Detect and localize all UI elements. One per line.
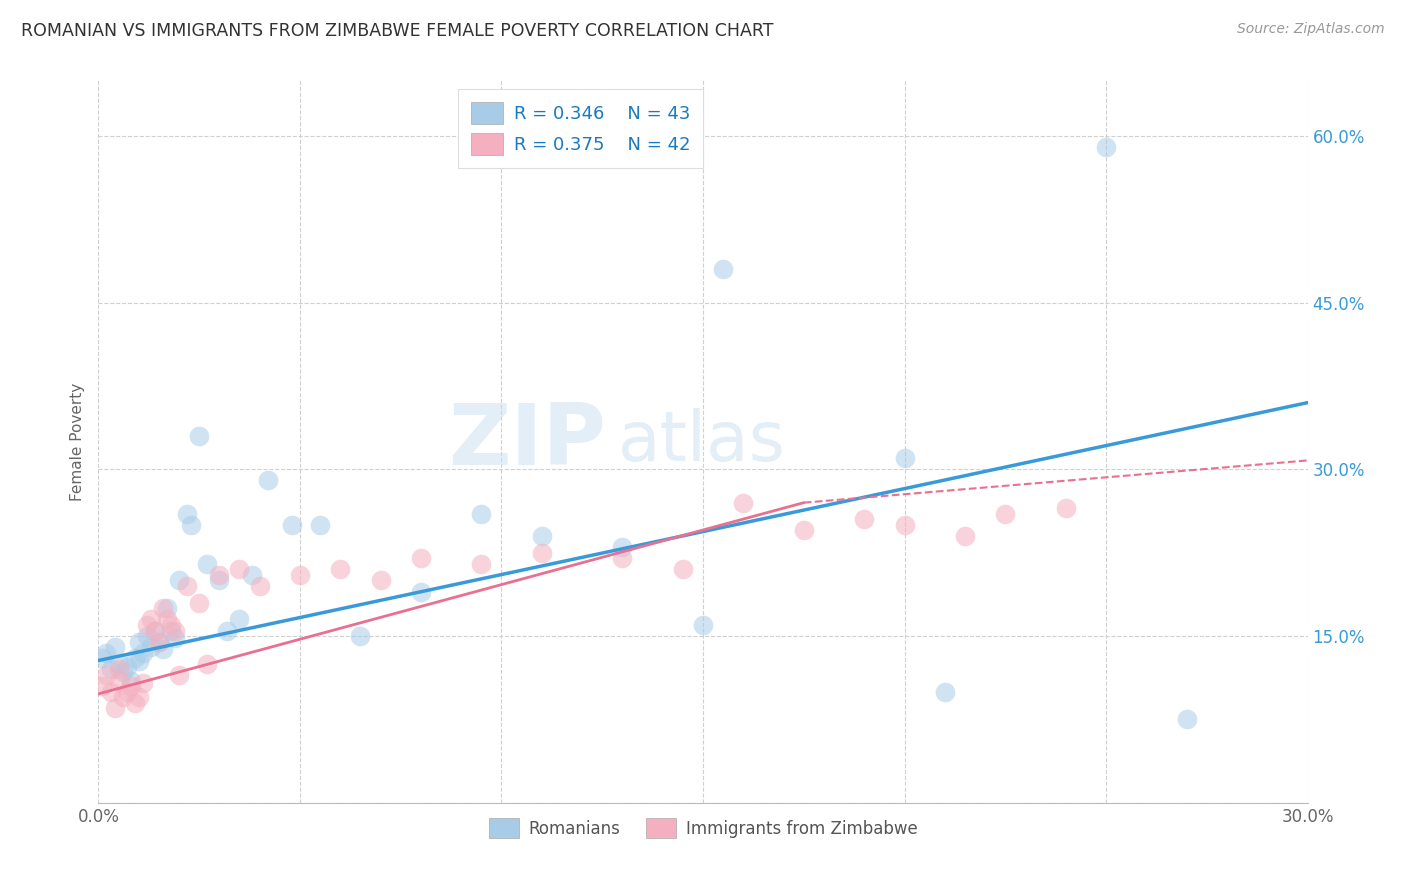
Point [953,529,976,543]
Point [612,551,634,566]
Point [139,640,162,655]
Point [120,679,142,693]
Point [309,517,332,532]
Point [370,574,392,588]
Point [470,507,492,521]
Point [160,624,183,638]
Point [128,634,150,648]
Point [91,651,114,665]
Point [139,612,162,626]
Point [152,642,174,657]
Point [148,634,170,648]
Point [733,496,755,510]
Point [96,646,118,660]
Point [470,557,492,571]
Point [1095,140,1118,154]
Point [160,618,183,632]
Point [103,701,125,715]
Point [240,568,263,582]
Point [167,574,190,588]
Point [1175,713,1198,727]
Point [994,507,1017,521]
Point [1054,501,1077,516]
Point [208,574,231,588]
Point [672,562,695,576]
Text: Source: ZipAtlas.com: Source: ZipAtlas.com [1237,22,1385,37]
Point [156,612,179,626]
Point [156,601,179,615]
Point [124,696,146,710]
Point [96,668,118,682]
Point [195,657,218,671]
Point [107,657,129,671]
Point [612,540,634,554]
Point [409,551,432,566]
Point [853,512,876,526]
Point [176,579,198,593]
Point [409,584,432,599]
Point [111,690,134,705]
Point [163,624,186,638]
Y-axis label: Female Poverty: Female Poverty [70,383,86,500]
Point [530,529,553,543]
Point [103,640,125,655]
Point [256,474,278,488]
Point [217,624,239,638]
Point [349,629,371,643]
Point [143,624,166,638]
Point [107,662,129,676]
Point [281,517,304,532]
Point [711,262,734,277]
Point [188,596,211,610]
Point [329,562,352,576]
Text: ROMANIAN VS IMMIGRANTS FROM ZIMBABWE FEMALE POVERTY CORRELATION CHART: ROMANIAN VS IMMIGRANTS FROM ZIMBABWE FEM… [21,22,773,40]
Point [188,429,211,443]
Point [132,646,155,660]
Point [107,673,129,688]
Point [163,632,186,646]
Point [692,618,714,632]
Point [135,618,157,632]
Point [893,451,915,466]
Point [208,568,231,582]
Text: atlas: atlas [619,408,786,475]
Point [111,665,134,679]
Point [167,668,190,682]
Point [228,562,250,576]
Point [132,675,155,690]
Text: ZIP: ZIP [449,400,606,483]
Point [249,579,271,593]
Point [195,557,218,571]
Point [793,524,815,538]
Point [135,629,157,643]
Point [91,679,114,693]
Point [115,660,138,674]
Point [152,601,174,615]
Point [115,684,138,698]
Point [176,507,198,521]
Point [893,517,915,532]
Point [120,673,142,688]
Legend: Romanians, Immigrants from Zimbabwe: Romanians, Immigrants from Zimbabwe [482,812,924,845]
Point [934,684,956,698]
Point [100,662,122,676]
Point [180,517,202,532]
Point [100,684,122,698]
Point [530,546,553,560]
Point [143,624,166,638]
Point [128,653,150,667]
Point [128,690,150,705]
Point [228,612,250,626]
Point [148,634,170,648]
Point [288,568,311,582]
Point [124,651,146,665]
